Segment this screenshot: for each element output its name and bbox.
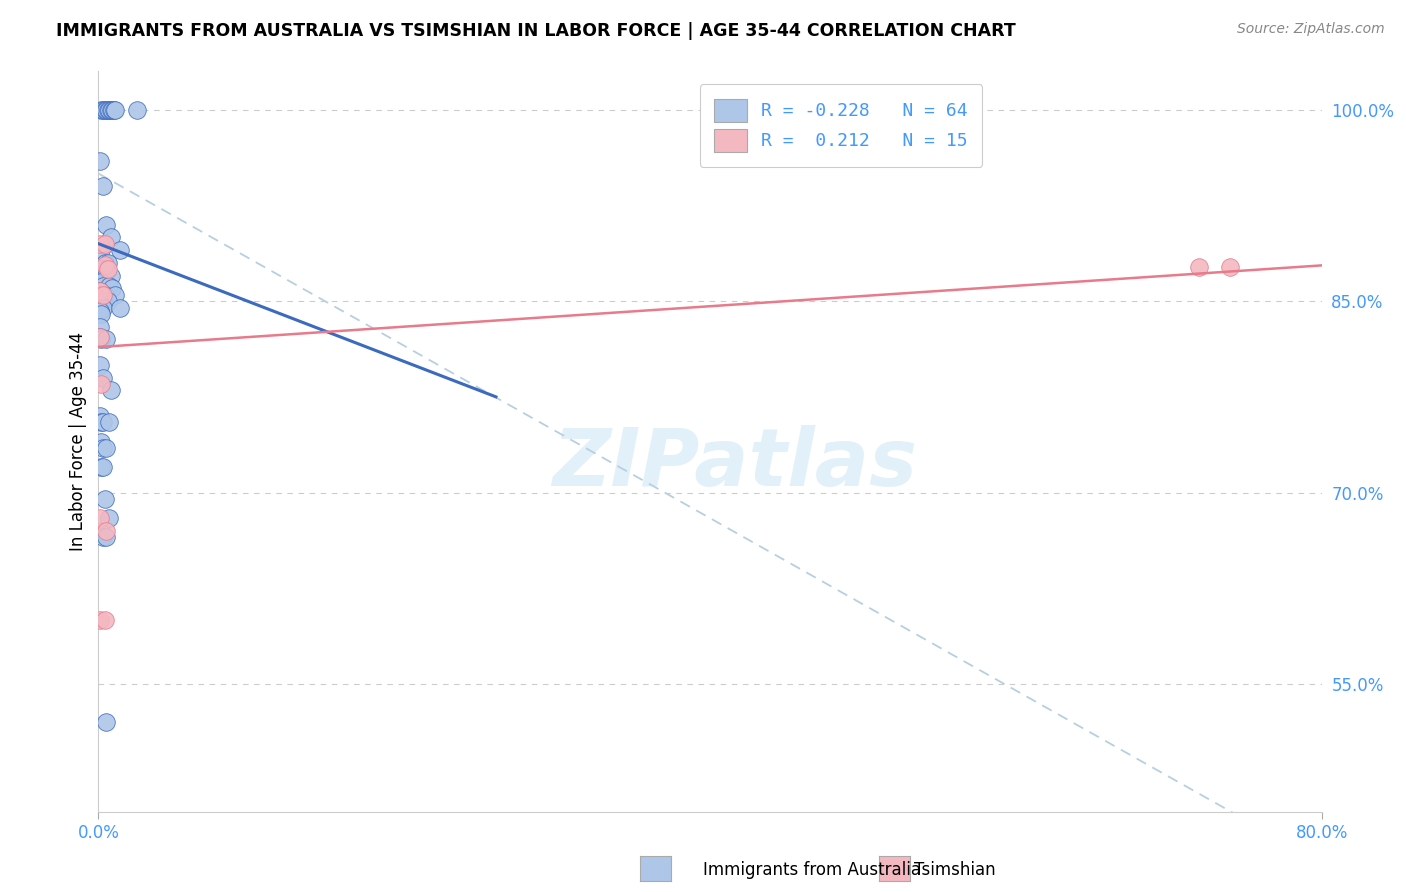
Point [89, 409, 111, 423]
Point [101, 103, 124, 117]
Point [97, 256, 120, 270]
Point [91, 103, 114, 117]
Point [90, 243, 112, 257]
Text: Immigrants from Australia: Immigrants from Australia [703, 861, 921, 879]
Point [89, 262, 111, 277]
Point [90, 524, 112, 538]
Point [91, 441, 114, 455]
Point [90, 434, 112, 449]
Point [97, 103, 120, 117]
Point [100, 230, 122, 244]
Point [90, 103, 112, 117]
Point [104, 287, 127, 301]
Point [89, 511, 111, 525]
Point [90, 333, 112, 347]
Text: ZIPatlas: ZIPatlas [553, 425, 917, 503]
Point [91, 370, 114, 384]
Point [100, 268, 122, 283]
Point [90, 377, 112, 392]
Point [98, 511, 121, 525]
Point [89, 292, 111, 306]
Point [94, 333, 117, 347]
Point [1188, 260, 1211, 274]
Point [89, 330, 111, 344]
Point [91, 530, 114, 544]
Point [89, 284, 111, 298]
Point [91, 416, 114, 430]
Point [94, 218, 117, 232]
Point [89, 153, 111, 168]
Point [89, 284, 111, 298]
Point [89, 358, 111, 372]
Point [90, 275, 112, 289]
Point [90, 307, 112, 321]
Point [94, 524, 117, 538]
Point [91, 262, 114, 277]
Point [98, 103, 121, 117]
Point [94, 103, 117, 117]
Point [108, 243, 131, 257]
Text: Tsimshian: Tsimshian [914, 861, 995, 879]
Point [91, 179, 114, 194]
Point [100, 103, 122, 117]
Point [91, 278, 114, 293]
Point [91, 460, 114, 475]
Point [89, 236, 111, 251]
Point [89, 330, 111, 344]
Point [91, 301, 114, 315]
Text: Source: ZipAtlas.com: Source: ZipAtlas.com [1237, 22, 1385, 37]
Point [94, 441, 117, 455]
Point [93, 491, 115, 506]
Point [108, 301, 131, 315]
Point [89, 319, 111, 334]
Point [89, 304, 111, 318]
Point [93, 613, 115, 627]
Point [89, 613, 111, 627]
Point [93, 287, 115, 301]
Point [90, 287, 112, 301]
Point [97, 294, 120, 309]
Point [98, 416, 121, 430]
Point [90, 416, 112, 430]
Point [1219, 260, 1241, 274]
Point [91, 294, 114, 309]
Point [101, 281, 124, 295]
Point [100, 384, 122, 398]
Point [104, 103, 127, 117]
Point [93, 259, 115, 273]
Point [98, 278, 121, 293]
Text: IMMIGRANTS FROM AUSTRALIA VS TSIMSHIAN IN LABOR FORCE | AGE 35-44 CORRELATION CH: IMMIGRANTS FROM AUSTRALIA VS TSIMSHIAN I… [56, 22, 1017, 40]
Point [93, 236, 115, 251]
Y-axis label: In Labor Force | Age 35-44: In Labor Force | Age 35-44 [69, 332, 87, 551]
Point [90, 262, 112, 277]
Point [89, 296, 111, 310]
Legend: R = -0.228   N = 64, R =  0.212   N = 15: R = -0.228 N = 64, R = 0.212 N = 15 [700, 84, 983, 167]
Point [103, 103, 125, 117]
Point [91, 287, 114, 301]
Point [97, 262, 120, 277]
Point [93, 103, 115, 117]
Point [90, 294, 112, 309]
Point [94, 715, 117, 730]
Point [90, 460, 112, 475]
Point [94, 530, 117, 544]
Point [125, 103, 148, 117]
Point [94, 262, 117, 277]
Point [93, 256, 115, 270]
